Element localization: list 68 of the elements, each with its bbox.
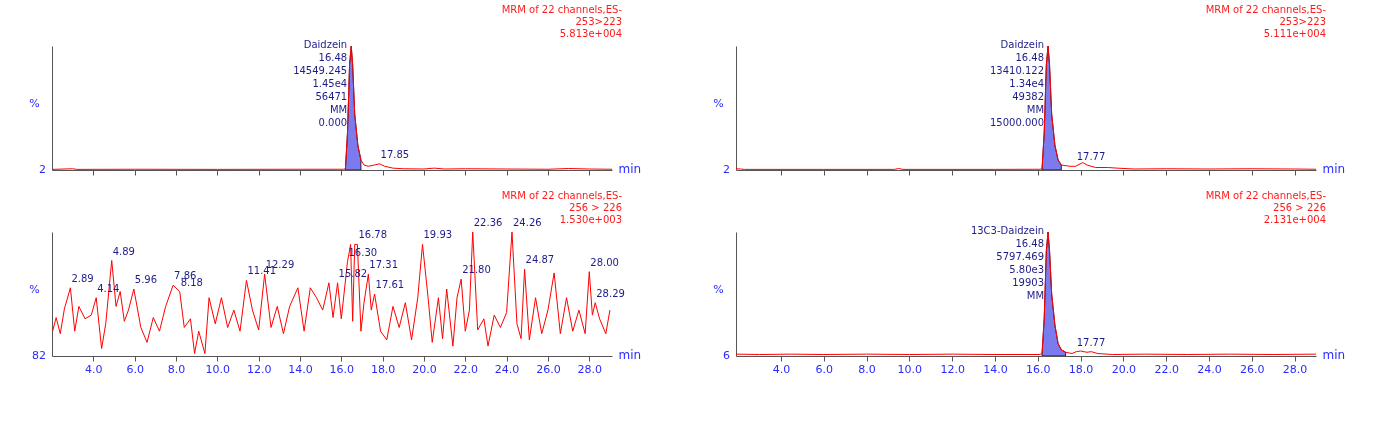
x-axis-title: min bbox=[1322, 161, 1346, 176]
x-tick-label: 18.0 bbox=[1068, 362, 1094, 376]
text: 2.131e+004 bbox=[1263, 214, 1326, 225]
annotation: 17.77 bbox=[1076, 151, 1106, 163]
text: 2 bbox=[39, 163, 46, 176]
x-tick-label: 10.0 bbox=[205, 362, 231, 376]
annotation: 28.00 bbox=[590, 256, 619, 268]
x-tick-label: 24.0 bbox=[494, 362, 520, 376]
text: 253>223 bbox=[1279, 16, 1326, 27]
x-tick-label: 4.0 bbox=[85, 362, 103, 376]
x-tick-label: 22.0 bbox=[453, 362, 479, 376]
text: 6 bbox=[723, 349, 730, 362]
annotation: 17.31 bbox=[369, 259, 399, 271]
x-tick-label: 10.0 bbox=[897, 362, 923, 376]
text: 2 bbox=[723, 163, 730, 176]
y-axis-title: % bbox=[713, 282, 724, 296]
y-axis-title: % bbox=[29, 96, 40, 110]
annotation: 5.96 bbox=[134, 274, 158, 286]
x-tick-label: 14.0 bbox=[983, 362, 1008, 376]
text: 256 > 226 bbox=[569, 202, 622, 213]
x-tick-label: 16.0 bbox=[1026, 362, 1051, 376]
x-tick-label: 8.0 bbox=[167, 362, 186, 376]
x-tick-label: 20.0 bbox=[1111, 362, 1137, 376]
annotation: 16.78 bbox=[358, 229, 388, 241]
x-tick-label: 16.0 bbox=[329, 362, 355, 376]
text: 253>223 bbox=[575, 16, 622, 27]
y-axis-title: % bbox=[29, 282, 40, 296]
x-tick-label: 22.0 bbox=[1154, 362, 1179, 376]
x-axis-title: min bbox=[1322, 347, 1346, 362]
annotation: 28.29 bbox=[596, 287, 625, 299]
x-tick-label: 28.0 bbox=[1282, 362, 1308, 376]
x-tick-label: 12.0 bbox=[940, 362, 965, 376]
x-axis-title: min bbox=[618, 347, 642, 362]
annotation: 17.77 bbox=[1076, 337, 1106, 349]
text: MRM of 22 channels,ES- bbox=[501, 190, 623, 201]
annotation: 17.85 bbox=[380, 148, 410, 160]
annotation: Daidzein 16.48 14549.245 1.45e4 56471 MM 0.000 bbox=[293, 39, 348, 128]
annotation: Daidzein 16.48 13410.122 1.34e4 49382 MM 15000.000 bbox=[989, 39, 1045, 128]
x-tick-label: 18.0 bbox=[370, 362, 396, 376]
x-tick-label: 12.0 bbox=[246, 362, 272, 376]
x-tick-label: 6.0 bbox=[126, 362, 144, 376]
x-tick-label: 8.0 bbox=[858, 362, 876, 376]
x-tick-label: 4.0 bbox=[772, 362, 791, 376]
x-tick-label: 14.0 bbox=[288, 362, 313, 376]
annotation: 22.36 bbox=[473, 217, 503, 228]
text: MRM of 22 channels,ES- bbox=[501, 4, 623, 15]
text: 5.813e+004 bbox=[559, 28, 622, 39]
text: 256 > 226 bbox=[1273, 202, 1326, 213]
annotation: 13C3-Daidzein 16.48 5797.469 5.80e3 19903 MM bbox=[970, 225, 1045, 301]
y-axis-title: % bbox=[713, 96, 724, 110]
annotation: 2.89 bbox=[71, 272, 94, 284]
x-tick-label: 26.0 bbox=[536, 362, 561, 376]
annotation: 17.61 bbox=[375, 279, 405, 290]
text: 82 bbox=[32, 349, 46, 362]
annotation: 24.26 bbox=[512, 217, 542, 228]
x-tick-label: 20.0 bbox=[412, 362, 437, 376]
text: MRM of 22 channels,ES- bbox=[1205, 190, 1327, 201]
x-tick-label: 24.0 bbox=[1197, 362, 1222, 376]
x-axis-title: min bbox=[618, 161, 642, 176]
annotation: 19.93 bbox=[423, 229, 453, 241]
x-tick-label: 28.0 bbox=[577, 362, 603, 376]
text: 5.111e+004 bbox=[1263, 28, 1326, 39]
text: 1.530e+003 bbox=[559, 214, 622, 225]
annotation: 4.89 bbox=[112, 245, 135, 257]
annotation: 24.87 bbox=[525, 254, 555, 266]
x-tick-label: 26.0 bbox=[1240, 362, 1265, 376]
x-tick-label: 6.0 bbox=[815, 362, 833, 376]
text: MRM of 22 channels,ES- bbox=[1205, 4, 1327, 15]
